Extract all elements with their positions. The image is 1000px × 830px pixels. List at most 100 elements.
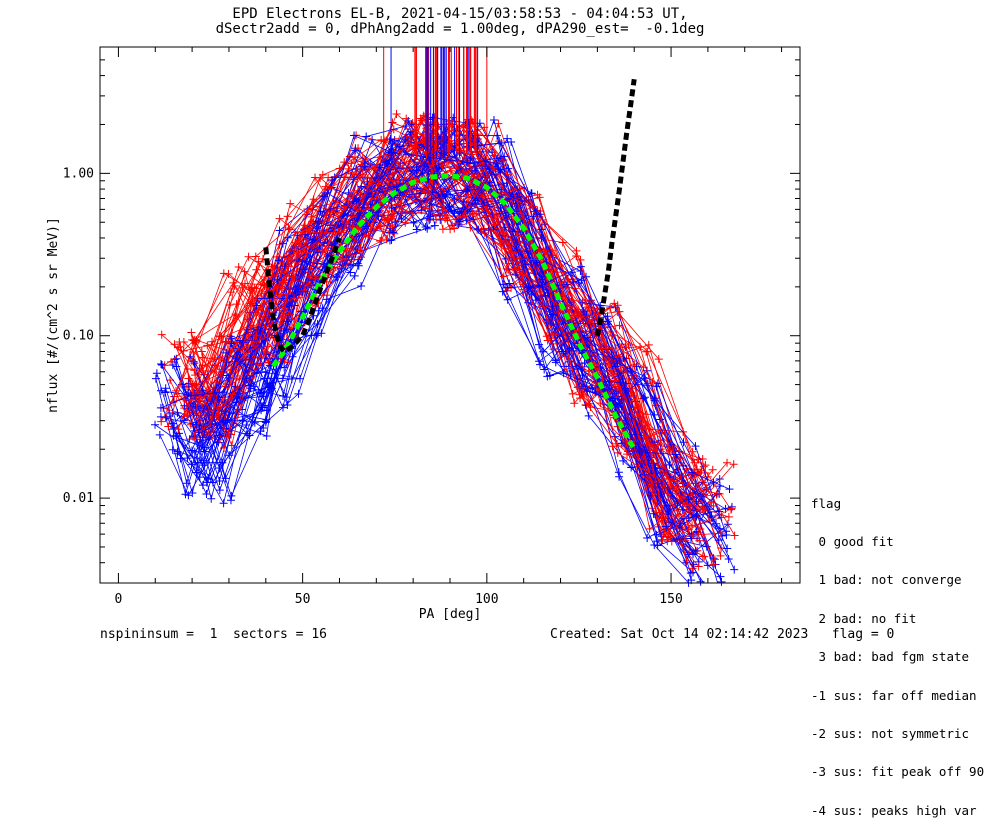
- data-point: [715, 489, 724, 498]
- data-point: [397, 207, 406, 216]
- data-point: [224, 429, 233, 438]
- data-point: [352, 170, 361, 179]
- data-point: [519, 285, 528, 294]
- data-point: [283, 317, 292, 326]
- data-point: [392, 182, 401, 191]
- data-point: [187, 328, 196, 337]
- series-line: [160, 162, 729, 560]
- data-point: [511, 270, 520, 279]
- flag-legend: flag 0 good fit 1 bad: not converge 2 ba…: [811, 472, 984, 830]
- data-point: [262, 431, 271, 440]
- data-point: [260, 401, 269, 410]
- data-point: [688, 468, 697, 477]
- data-point: [273, 275, 282, 284]
- x-tick-label: 100: [475, 592, 498, 607]
- data-point: [723, 458, 732, 467]
- data-point: [280, 326, 289, 335]
- data-point: [650, 394, 659, 403]
- data-point: [278, 239, 287, 248]
- data-point: [189, 432, 198, 441]
- data-point: [286, 199, 295, 208]
- x-tick-label: 150: [659, 592, 682, 607]
- data-point: [312, 224, 321, 233]
- legend-item: -4 sus: peaks high var: [811, 802, 977, 818]
- data-point: [684, 525, 693, 534]
- data-point: [386, 165, 395, 174]
- data-point: [252, 331, 261, 340]
- data-point: [389, 228, 398, 237]
- data-point: [387, 214, 396, 223]
- data-point: [174, 425, 183, 434]
- data-point: [576, 255, 585, 264]
- data-point: [715, 524, 724, 533]
- data-point: [360, 162, 369, 171]
- data-point: [358, 170, 367, 179]
- data-point: [275, 226, 284, 235]
- data-point: [730, 531, 739, 540]
- data-point: [490, 220, 499, 229]
- series-line: [155, 138, 735, 570]
- data-point: [648, 378, 657, 387]
- data-point: [388, 118, 397, 127]
- series-line: [192, 161, 702, 485]
- data-point: [679, 482, 688, 491]
- data-point: [643, 534, 652, 543]
- series-line: [161, 151, 727, 532]
- data-point: [244, 252, 253, 261]
- series-line: [167, 119, 730, 518]
- data-point: [695, 536, 704, 545]
- data-point: [565, 344, 574, 353]
- data-point: [215, 431, 224, 440]
- series-line: [194, 119, 703, 520]
- data-point: [689, 568, 698, 577]
- data-point: [265, 382, 274, 391]
- data-point: [548, 310, 557, 319]
- series-line: [165, 141, 733, 519]
- data-point: [221, 474, 230, 483]
- data-point: [155, 430, 164, 439]
- data-point: [263, 333, 272, 342]
- data-point: [215, 476, 224, 485]
- data-point: [385, 236, 394, 245]
- data-point: [493, 131, 502, 140]
- data-point: [218, 458, 227, 467]
- data-point: [724, 555, 733, 564]
- data-point: [700, 552, 709, 561]
- data-point: [466, 223, 475, 232]
- data-point: [172, 362, 181, 371]
- series-line: [178, 122, 720, 495]
- data-point: [508, 227, 517, 236]
- data-point: [226, 496, 235, 505]
- data-point: [221, 418, 230, 427]
- data-point: [219, 269, 228, 278]
- data-point: [613, 448, 622, 457]
- data-point: [576, 394, 585, 403]
- data-point: [577, 276, 586, 285]
- data-point: [497, 239, 506, 248]
- series-line: [175, 182, 719, 584]
- data-point: [390, 229, 399, 238]
- data-point: [430, 221, 439, 230]
- data-point: [605, 377, 614, 386]
- data-point: [192, 420, 201, 429]
- data-point: [617, 395, 626, 404]
- data-point: [158, 361, 167, 370]
- data-point: [351, 146, 360, 155]
- data-point: [496, 165, 505, 174]
- data-point: [198, 361, 207, 370]
- data-point: [157, 330, 166, 339]
- data-point: [230, 281, 239, 290]
- legend-item: 1 bad: not converge: [811, 572, 962, 588]
- series-line: [169, 118, 728, 507]
- data-point: [658, 535, 667, 544]
- legend-item: 0 good fit: [811, 533, 894, 549]
- data-point: [524, 283, 533, 292]
- series-line: [164, 121, 735, 536]
- legend-item: -2 sus: not symmetric: [811, 725, 970, 741]
- data-point: [156, 403, 165, 412]
- data-point: [152, 369, 161, 378]
- data-point: [548, 302, 557, 311]
- data-point: [725, 485, 734, 494]
- data-point: [302, 249, 311, 258]
- data-point: [559, 369, 568, 378]
